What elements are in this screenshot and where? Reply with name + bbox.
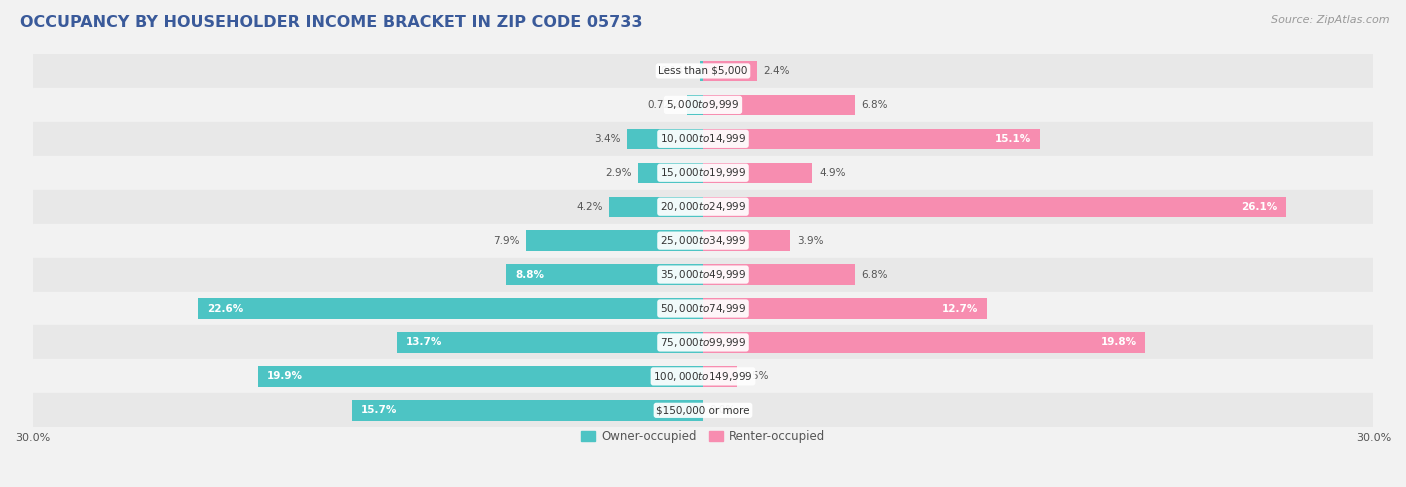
Bar [703,94,855,115]
Bar [703,264,855,285]
Text: 0.72%: 0.72% [647,100,681,110]
Text: 2.4%: 2.4% [763,66,790,76]
Text: $50,000 to $74,999: $50,000 to $74,999 [659,302,747,315]
Bar [32,190,1374,224]
Bar [32,258,1374,292]
Bar [32,292,1374,325]
Text: $20,000 to $24,999: $20,000 to $24,999 [659,200,747,213]
Text: 19.9%: 19.9% [267,372,304,381]
Bar [32,224,1374,258]
Text: $35,000 to $49,999: $35,000 to $49,999 [659,268,747,281]
Text: $5,000 to $9,999: $5,000 to $9,999 [666,98,740,112]
Text: 19.8%: 19.8% [1101,337,1136,347]
Text: 13.7%: 13.7% [406,337,441,347]
Text: $25,000 to $34,999: $25,000 to $34,999 [659,234,747,247]
Bar [352,400,703,420]
Bar [32,325,1374,359]
Bar [703,230,790,251]
Bar [609,197,703,217]
Text: $10,000 to $14,999: $10,000 to $14,999 [659,132,747,145]
Text: Source: ZipAtlas.com: Source: ZipAtlas.com [1271,15,1389,25]
Bar [688,94,703,115]
Text: 8.8%: 8.8% [515,270,544,280]
Bar [32,393,1374,427]
Bar [198,299,703,318]
Bar [638,163,703,183]
Bar [703,129,1040,149]
Text: $75,000 to $99,999: $75,000 to $99,999 [659,336,747,349]
Text: 6.8%: 6.8% [862,100,889,110]
Bar [32,54,1374,88]
Legend: Owner-occupied, Renter-occupied: Owner-occupied, Renter-occupied [576,425,830,448]
Text: $150,000 or more: $150,000 or more [657,405,749,415]
Text: 1.5%: 1.5% [744,372,769,381]
Text: 6.8%: 6.8% [862,270,889,280]
Text: 4.2%: 4.2% [576,202,602,212]
Text: 12.7%: 12.7% [942,303,977,314]
Bar [627,129,703,149]
Text: 15.1%: 15.1% [995,134,1032,144]
Bar [32,122,1374,156]
Text: 4.9%: 4.9% [820,168,845,178]
Text: $100,000 to $149,999: $100,000 to $149,999 [654,370,752,383]
Text: 2.9%: 2.9% [605,168,631,178]
Bar [32,88,1374,122]
Text: $15,000 to $19,999: $15,000 to $19,999 [659,166,747,179]
Text: 0.14%: 0.14% [661,66,693,76]
Bar [32,359,1374,393]
Bar [703,163,813,183]
Bar [703,299,987,318]
Text: 26.1%: 26.1% [1241,202,1277,212]
Text: 3.4%: 3.4% [593,134,620,144]
Text: 0.0%: 0.0% [710,405,735,415]
Text: Less than $5,000: Less than $5,000 [658,66,748,76]
Text: 15.7%: 15.7% [361,405,398,415]
Bar [396,332,703,353]
Bar [526,230,703,251]
Text: OCCUPANCY BY HOUSEHOLDER INCOME BRACKET IN ZIP CODE 05733: OCCUPANCY BY HOUSEHOLDER INCOME BRACKET … [20,15,643,30]
Text: 3.9%: 3.9% [797,236,824,245]
Bar [700,61,703,81]
Text: 7.9%: 7.9% [494,236,520,245]
Bar [506,264,703,285]
Bar [259,366,703,387]
Bar [703,197,1286,217]
Text: 22.6%: 22.6% [207,303,243,314]
Bar [703,61,756,81]
Bar [703,366,737,387]
Bar [32,156,1374,190]
Bar [703,332,1146,353]
